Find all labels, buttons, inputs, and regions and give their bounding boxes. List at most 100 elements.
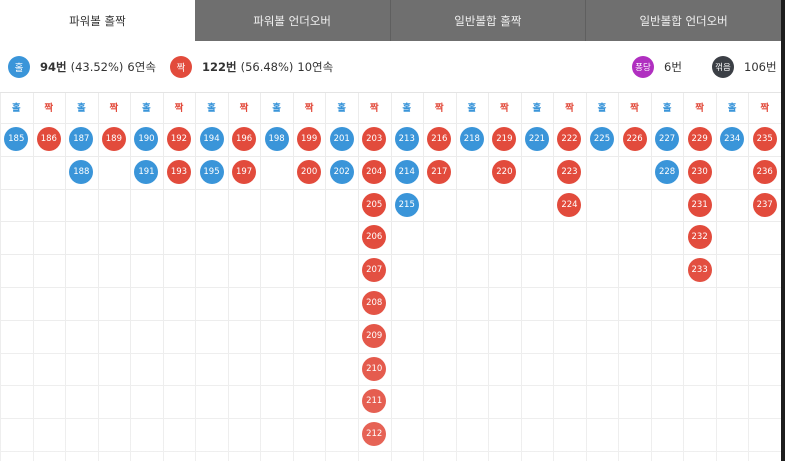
result-ball-even: 205: [362, 192, 387, 217]
result-ball-odd: 198: [264, 127, 289, 151]
odd-count: 94번: [40, 60, 67, 74]
result-ball-odd: 214: [394, 159, 419, 184]
result-ball-even: 216: [427, 127, 452, 151]
grid-line-vertical: [32, 93, 34, 461]
result-ball-even: 204: [362, 159, 387, 184]
result-ball-even: 200: [297, 159, 322, 184]
result-ball-even: 222: [557, 127, 582, 151]
result-ball-even: 219: [492, 127, 517, 151]
result-ball-even: 193: [166, 159, 191, 184]
alternation-badge: 꺾음: [712, 56, 734, 78]
column-header-odd: 홀: [337, 103, 347, 114]
grid-line-vertical: [423, 93, 425, 461]
grid-line-vertical: [97, 93, 99, 461]
result-ball-even: 233: [687, 258, 712, 283]
result-ball-odd: 234: [720, 127, 745, 151]
result-ball-even: 197: [232, 159, 257, 184]
bust-stat: 퐁당 6번: [632, 41, 682, 93]
result-ball-even: 223: [557, 159, 582, 184]
result-ball-even: 212: [362, 422, 387, 447]
grid-line-vertical: [488, 93, 490, 461]
grid-line-vertical: [130, 93, 132, 461]
grid-line-horizontal: [0, 319, 781, 321]
result-ball-odd: 202: [329, 159, 354, 184]
even-badge: 짝: [170, 56, 192, 78]
column-header-even: 짝: [434, 103, 444, 114]
result-ball-even: 211: [362, 389, 387, 414]
result-ball-odd: 187: [69, 127, 94, 151]
result-ball-odd: 195: [199, 159, 224, 184]
result-ball-odd: 221: [524, 127, 549, 151]
odd-badge: 홀: [8, 56, 30, 78]
even-count: 122번: [202, 60, 237, 74]
grid-line-horizontal: [0, 155, 781, 157]
grid-line-vertical: [195, 93, 197, 461]
column-header-even: 짝: [760, 103, 770, 114]
column-header-odd: 홀: [11, 103, 21, 114]
result-ball-even: 209: [362, 323, 387, 348]
grid-line-vertical: [520, 93, 522, 461]
grid-line-horizontal: [0, 221, 781, 223]
column-header-odd: 홀: [76, 103, 86, 114]
result-ball-odd: 228: [655, 159, 680, 184]
tab-normal-sum-odd-even[interactable]: 일반볼합 홀짝: [390, 0, 587, 41]
tab-powerball-under-over[interactable]: 파워볼 언더오버: [194, 0, 391, 41]
column-header-even: 짝: [500, 103, 509, 114]
column-header-odd: 홀: [532, 103, 542, 114]
result-ball-even: 226: [622, 127, 647, 151]
column-header-odd: 홀: [662, 103, 672, 114]
result-ball-even: 232: [687, 225, 712, 250]
odd-stat: 홀 94번 (43.52%) 6연속: [8, 41, 156, 93]
column-header-odd: 홀: [207, 103, 216, 114]
column-header-odd: 홀: [727, 103, 737, 114]
bust-badge: 퐁당: [632, 56, 654, 78]
odd-percent: (43.52%): [70, 60, 124, 74]
grid-line-horizontal: [0, 451, 781, 452]
column-header-odd: 홀: [142, 103, 151, 114]
stats-bar: 홀 94번 (43.52%) 6연속 짝 122번 (56.48%) 10연속 …: [0, 41, 781, 93]
result-ball-odd: 225: [590, 127, 615, 151]
grid-line-vertical: [553, 93, 555, 461]
result-ball-even: 224: [557, 192, 582, 217]
grid-line-horizontal: [0, 188, 781, 190]
bust-count: 6번: [664, 60, 682, 74]
column-header-odd: 홀: [272, 103, 281, 114]
grid-line-vertical: [650, 93, 652, 461]
result-ball-odd: 194: [199, 127, 224, 151]
column-header-even: 짝: [695, 103, 705, 114]
column-header-odd: 홀: [402, 103, 412, 114]
result-ball-even: 206: [362, 225, 387, 250]
grid-line-vertical: [0, 93, 1, 461]
grid-line-horizontal: [0, 287, 781, 288]
result-ball-odd: 188: [69, 159, 94, 184]
result-ball-odd: 190: [134, 127, 159, 151]
even-stat: 짝 122번 (56.48%) 10연속: [170, 41, 333, 93]
grid-line-horizontal: [0, 123, 781, 124]
result-ball-even: 189: [101, 127, 126, 151]
grid-line-vertical: [227, 93, 229, 461]
alternation-stat: 꺾음 106번: [712, 41, 777, 93]
result-ball-even: 229: [687, 127, 712, 151]
grid-line-vertical: [162, 93, 164, 461]
result-ball-even: 210: [362, 356, 387, 381]
grid-line-vertical: [585, 93, 587, 461]
grid-line-vertical: [292, 93, 294, 461]
tab-powerball-odd-even[interactable]: 파워볼 홀짝: [0, 0, 195, 41]
result-ball-even: 235: [752, 127, 777, 151]
result-ball-even: 186: [36, 127, 61, 151]
result-ball-even: 199: [297, 127, 322, 151]
result-ball-even: 230: [687, 159, 712, 184]
grid-line-vertical: [325, 93, 327, 461]
result-ball-even: 192: [166, 127, 191, 151]
grid-line-horizontal: [0, 385, 781, 387]
column-header-even: 짝: [565, 103, 574, 114]
grid-line-vertical: [357, 93, 359, 461]
result-ball-even: 220: [492, 159, 517, 184]
grid-line-horizontal: [0, 418, 781, 420]
result-ball-odd: 201: [329, 127, 354, 151]
alternation-count: 106번: [744, 60, 777, 74]
column-header-even: 짝: [109, 103, 119, 114]
result-grid: 홀 185 짝 186 홀 187 188 짝 189 홀 190 191 짝 192 193 홀 194 195…: [0, 93, 781, 461]
tab-normal-sum-under-over[interactable]: 일반볼합 언더오버: [586, 0, 781, 41]
